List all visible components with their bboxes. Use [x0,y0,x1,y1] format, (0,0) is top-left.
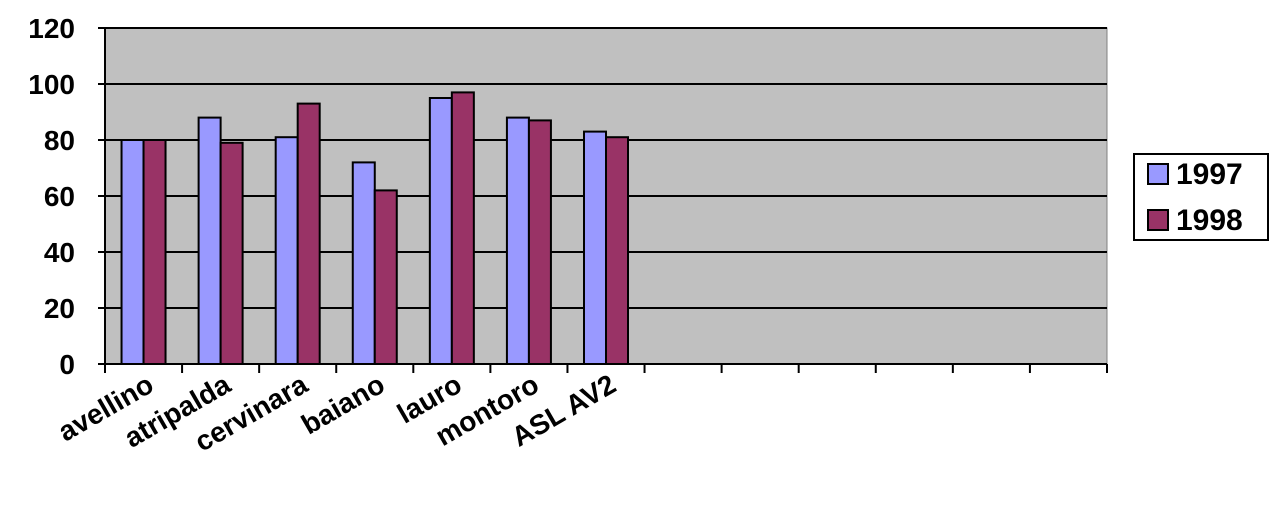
bar-1998-cervinara [296,102,321,365]
legend-label-1998: 1998 [1176,204,1243,237]
bar-1998-asl-av2 [605,136,629,365]
bar-1998-montoro [527,119,552,366]
y-tick-label-80: 80 [44,125,75,156]
bar-1997-avellino [120,139,145,365]
bar-1997-baiano [351,161,376,365]
y-tick-label-100: 100 [28,69,75,100]
x-category-label-baiano: baiano [296,368,390,440]
legend-swatch-1997 [1147,163,1169,185]
legend: 1997 1998 [1133,153,1269,241]
y-tick-label-0: 0 [59,349,75,380]
x-axis-ticks [104,364,1108,373]
legend-swatch-1998 [1147,209,1169,231]
gridlines [105,27,1107,309]
bar-1998-baiano [373,189,398,365]
bar-1997-atripalda [197,116,222,365]
bars [120,91,629,366]
bar-1997-montoro [505,116,530,365]
bar-1997-cervinara [274,136,299,365]
y-axis-ticks: 0 20 40 60 80 100 120 [28,13,105,380]
bar-1997-lauro [428,97,453,365]
y-tick-label-20: 20 [44,293,75,324]
bar-1997-asl-av2 [583,130,607,365]
bar-1998-lauro [450,91,475,366]
y-tick-label-120: 120 [28,13,75,44]
bar-1998-atripalda [219,141,244,365]
bar-1998-avellino [142,139,167,365]
y-tick-label-40: 40 [44,237,75,268]
y-tick-label-60: 60 [44,181,75,212]
legend-label-1997: 1997 [1176,158,1243,191]
